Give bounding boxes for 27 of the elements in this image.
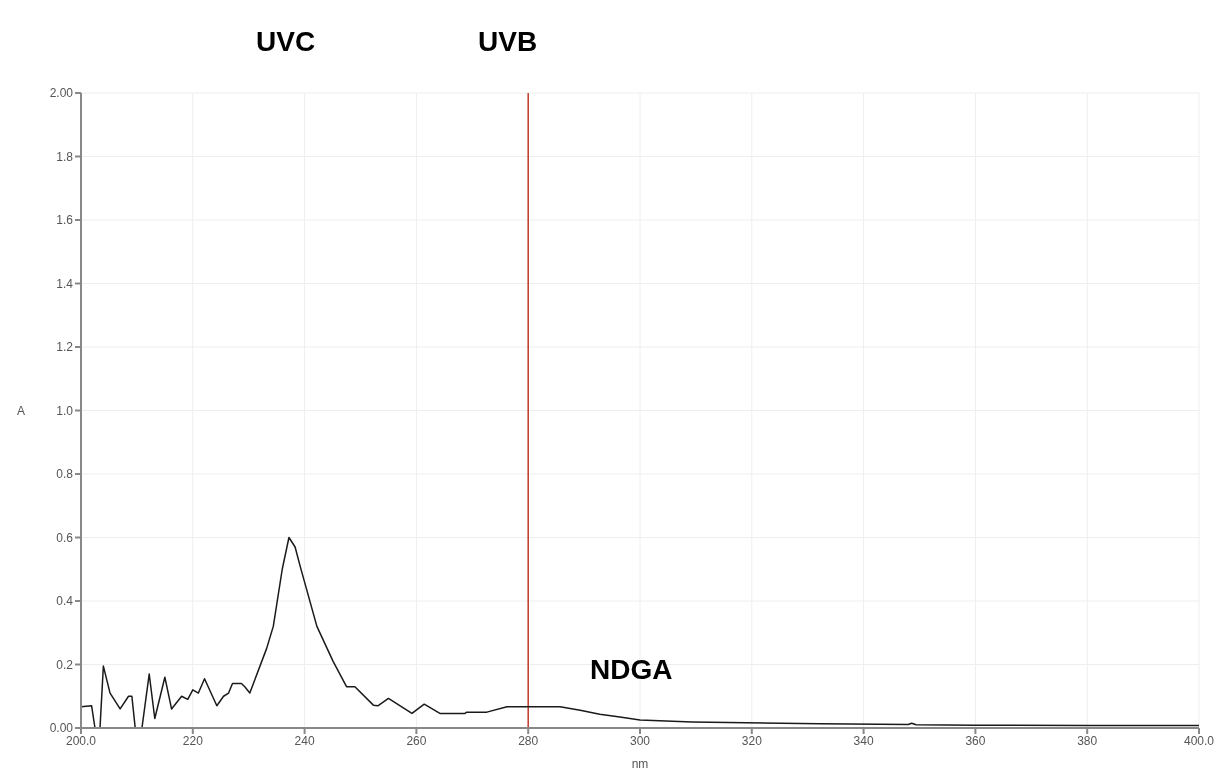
text: UVB xyxy=(478,26,538,58)
annotation: NDGA xyxy=(590,654,673,686)
x-tick-label: 360 xyxy=(965,733,986,748)
x-tick-label: 340 xyxy=(853,733,874,748)
x-tick-label: 400.0 xyxy=(1183,733,1215,748)
y-tick-label: 1.4 xyxy=(56,276,74,291)
y-axis-title: A xyxy=(17,403,26,418)
y-tick-label: 0.8 xyxy=(56,467,74,482)
y-tick-label: 0.00 xyxy=(49,721,74,736)
x-tick-label: 200.0 xyxy=(65,733,97,748)
x-tick-label: 280 xyxy=(518,733,539,748)
y-tick-label: 1.8 xyxy=(56,149,74,164)
y-tick-label: 1.2 xyxy=(56,340,74,355)
y-tick-label: 0.6 xyxy=(56,530,74,545)
x-tick-label: 260 xyxy=(406,733,427,748)
x-tick-label: 220 xyxy=(182,733,204,748)
x-tick-label: 320 xyxy=(741,733,763,748)
y-tick-label: 1.6 xyxy=(56,213,74,228)
text: UVC xyxy=(256,26,316,58)
y-tick-label: 0.2 xyxy=(56,657,74,672)
y-tick-label: 2.00 xyxy=(49,86,74,101)
x-tick-label: 240 xyxy=(294,733,315,748)
y-tick-label: 0.4 xyxy=(56,594,74,609)
x-axis-title: nm xyxy=(631,757,649,771)
y-tick-label: 1.0 xyxy=(56,403,74,418)
x-tick-label: 380 xyxy=(1077,733,1098,748)
x-tick-label: 300 xyxy=(629,733,651,748)
